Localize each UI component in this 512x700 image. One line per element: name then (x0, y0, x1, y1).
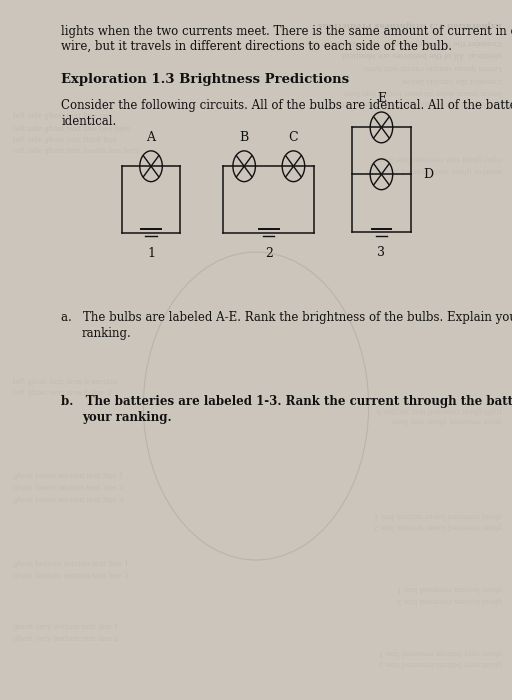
Text: right ghost reversed text section b: right ghost reversed text section b (376, 406, 502, 414)
Text: A: A (146, 131, 156, 144)
Text: ghost bottom reversed line 1: ghost bottom reversed line 1 (397, 584, 502, 592)
Text: Exploration 1.3 Brightness Predictions: Exploration 1.3 Brightness Predictions (61, 74, 350, 87)
Text: your ranking.: your ranking. (82, 411, 172, 424)
Text: ghost very bottom reversed line 2: ghost very bottom reversed line 2 (379, 659, 502, 667)
Text: lights when the two currents meet. There is the same amount of current in each: lights when the two currents meet. There… (61, 25, 512, 38)
Text: more reversed ghost text here: more reversed ghost text here (391, 416, 502, 424)
Text: right ghost text reversed line here: right ghost text reversed line here (377, 154, 502, 162)
Text: Consider the following circuits. All of the bulbs are: Consider the following circuits. All of … (307, 38, 502, 46)
Text: identical. All of the batteries are identical.: identical. All of the batteries are iden… (339, 50, 502, 58)
Text: E: E (377, 92, 386, 105)
Text: ghost very bottom text line 1: ghost very bottom text line 1 (13, 623, 118, 631)
Text: left ghost text area b section: left ghost text area b section (13, 378, 117, 386)
Text: 3: 3 (377, 246, 386, 260)
Text: left side ghost text line two here: left side ghost text line two here (13, 125, 131, 132)
Text: lorem ipsum dolor sit amet longer text here: lorem ipsum dolor sit amet longer text h… (343, 88, 502, 95)
Text: ghost lower section text line 1: ghost lower section text line 1 (13, 473, 123, 480)
Text: another ghost text reversed line here: another ghost text reversed line here (366, 166, 502, 174)
Text: B: B (240, 131, 249, 144)
Text: a.   The bulbs are labeled A-E. Rank the brightness of the bulbs. Explain your: a. The bulbs are labeled A-E. Rank the b… (61, 312, 512, 325)
Text: left side ghost text third line: left side ghost text third line (13, 136, 116, 144)
Text: left side ghost text line one: left side ghost text line one (13, 112, 112, 120)
Text: Lorem ipsum sample circuit text here.: Lorem ipsum sample circuit text here. (362, 63, 502, 71)
Text: additional faint background text here shown: additional faint background text here sh… (339, 99, 502, 107)
Text: b.   The batteries are labeled 1-3. Rank the current through the batteries. Expl: b. The batteries are labeled 1-3. Rank t… (61, 395, 512, 409)
Text: left ghost text area b line 2: left ghost text area b line 2 (13, 389, 112, 397)
Text: C: C (289, 131, 298, 144)
Text: Consider the following circuits. All of the bulbs are identical. All of the batt: Consider the following circuits. All of … (61, 99, 512, 113)
Text: left side ghost text fourth line here: left side ghost text fourth line here (13, 147, 140, 155)
Text: 2: 2 (265, 247, 273, 260)
Text: D: D (424, 168, 434, 181)
Text: identical.: identical. (61, 115, 117, 128)
Text: Consider the circuits below.: Consider the circuits below. (400, 76, 502, 83)
Text: ranking.: ranking. (82, 327, 132, 340)
Text: ghost reversed lower section line 2: ghost reversed lower section line 2 (374, 522, 502, 530)
Text: ghost bottom section text line 1: ghost bottom section text line 1 (13, 560, 129, 568)
Text: 1: 1 (147, 247, 155, 260)
Text: ghost bottom reversed line 2: ghost bottom reversed line 2 (397, 596, 502, 604)
Text: ghost very bottom reversed line 1: ghost very bottom reversed line 1 (378, 648, 502, 655)
Text: ghost bottom section text line 2: ghost bottom section text line 2 (13, 572, 129, 580)
Text: ghost very bottom text line 2: ghost very bottom text line 2 (13, 635, 118, 643)
Text: ghost reversed lower section line 1: ghost reversed lower section line 1 (374, 511, 502, 519)
Text: ghost lower section text line 2: ghost lower section text line 2 (13, 484, 123, 492)
Text: wire, but it travels in different directions to each side of the bulb.: wire, but it travels in different direct… (61, 40, 453, 53)
Text: ghost lower section text line 3: ghost lower section text line 3 (13, 496, 123, 503)
Text: Exploration 1.3 Brightness Predictions: Exploration 1.3 Brightness Predictions (317, 20, 502, 27)
